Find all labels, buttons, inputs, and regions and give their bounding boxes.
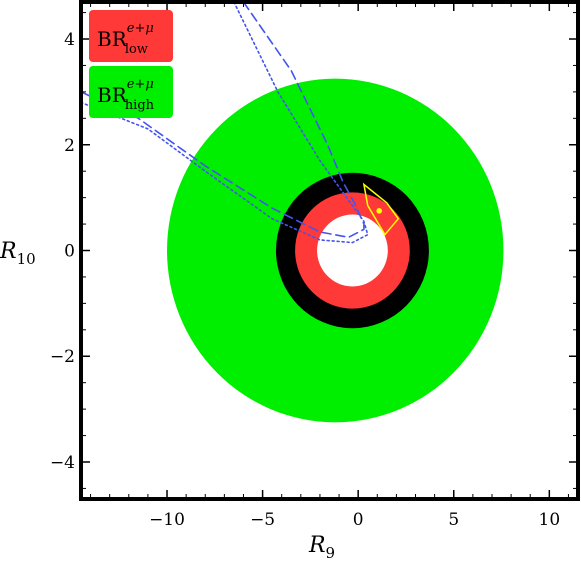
y-axis-label: R10 bbox=[0, 239, 36, 268]
x-axis-label: R9 bbox=[308, 533, 335, 562]
x-tick-label: −5 bbox=[250, 510, 275, 530]
curve-layer bbox=[81, 2, 369, 244]
highlight-region bbox=[362, 182, 400, 236]
y-axis-label-sub: 10 bbox=[17, 250, 36, 268]
x-tick-label: 10 bbox=[539, 510, 561, 530]
y-tick-label: 4 bbox=[64, 30, 75, 50]
y-axis-ticks: −4 −2 0 2 4 bbox=[50, 12, 578, 489]
legend-label-high-sub: high bbox=[125, 98, 155, 113]
x-tick-label: −10 bbox=[149, 510, 185, 530]
highlight-layer bbox=[362, 182, 400, 236]
curve-dashed-0 bbox=[81, 2, 365, 239]
legend-swatch-high bbox=[89, 66, 173, 118]
x-tick-label: 5 bbox=[448, 510, 459, 530]
x-tick-label: 0 bbox=[353, 510, 364, 530]
legend-label-low-sup: e+μ bbox=[127, 21, 154, 36]
legend: BRe+μ low BRe+μ high bbox=[89, 10, 173, 118]
x-axis-ticks: −10 −5 0 5 10 bbox=[90, 2, 569, 530]
region-layer bbox=[167, 78, 504, 423]
legend-swatch-low bbox=[89, 10, 173, 62]
legend-label-low-sub: low bbox=[125, 42, 148, 57]
region-excluded-center bbox=[317, 214, 388, 287]
curve-dotted-1 bbox=[81, 2, 369, 244]
y-tick-label: 0 bbox=[64, 242, 75, 262]
legend-label-high-sup: e+μ bbox=[127, 77, 154, 92]
y-tick-label: −2 bbox=[50, 347, 75, 367]
legend-label-low: BRe+μ low bbox=[97, 21, 154, 57]
x-axis-label-sub: 9 bbox=[326, 544, 336, 562]
legend-label-high: BRe+μ high bbox=[97, 77, 155, 113]
highlight-point bbox=[376, 208, 383, 214]
y-tick-label: 2 bbox=[64, 136, 75, 156]
y-tick-label: −4 bbox=[50, 453, 75, 473]
